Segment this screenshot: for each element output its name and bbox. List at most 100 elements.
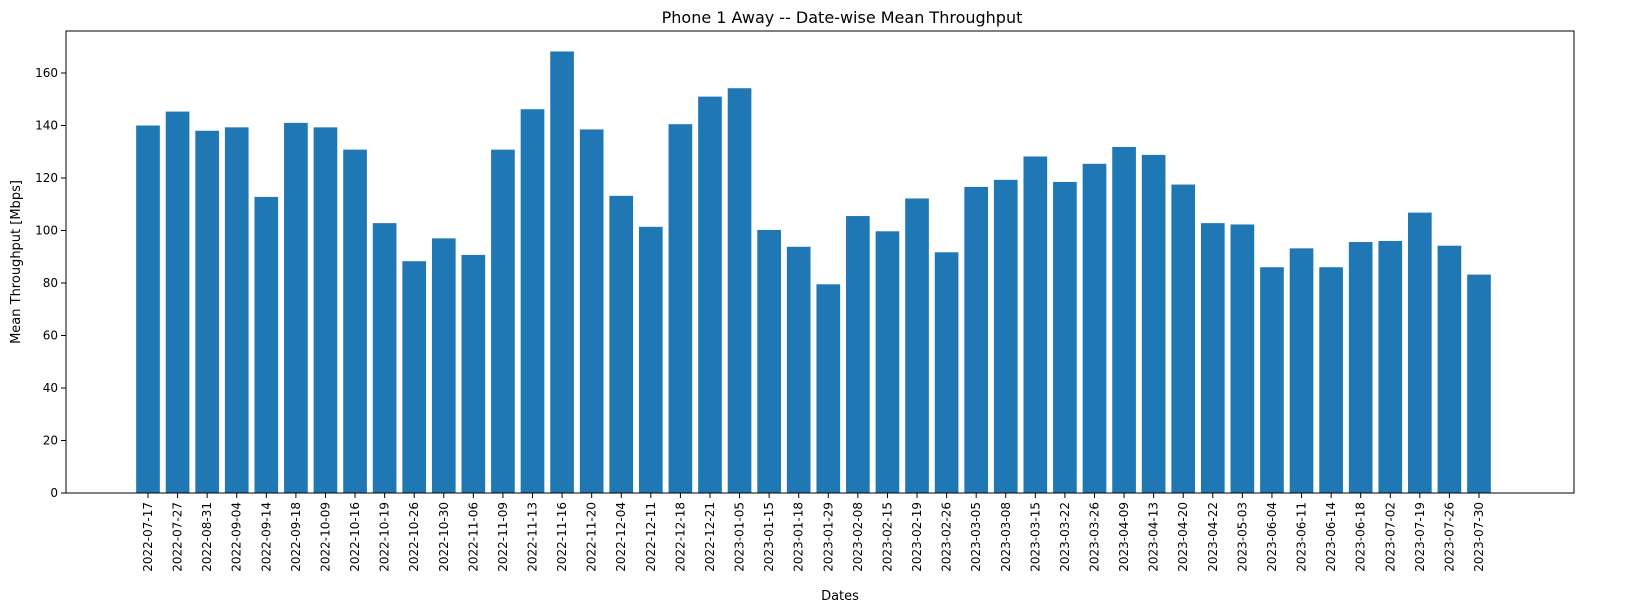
bar-2022-12-21	[698, 96, 722, 494]
x-tick-label: 2023-04-13	[1147, 502, 1161, 572]
x-tick-label: 2023-01-05	[733, 502, 747, 572]
x-tick-label: 2022-10-19	[378, 502, 392, 572]
bar-2022-10-26	[402, 261, 427, 493]
bar-2023-01-18	[786, 246, 811, 493]
x-tick-label: 2022-10-09	[318, 502, 332, 572]
x-tick-label: 2022-09-18	[289, 502, 303, 572]
bar-2023-02-26	[934, 252, 959, 493]
bar-2023-06-11	[1289, 248, 1314, 493]
x-tick-label: 2023-02-08	[851, 502, 865, 572]
bar-2023-05-03	[1230, 224, 1255, 493]
x-axis-label: Dates	[821, 589, 859, 604]
bar-2023-03-22	[1053, 181, 1077, 493]
bar-2022-10-19	[372, 223, 397, 493]
y-tick-label: 160	[35, 66, 58, 80]
x-tick-label: 2022-11-16	[555, 502, 569, 572]
x-tick-label: 2023-06-18	[1354, 502, 1368, 572]
bar-2022-10-16	[343, 149, 367, 493]
x-tick-label: 2022-11-20	[585, 502, 599, 572]
y-axis: 0 20 40 60 80 100 120 140 160	[35, 66, 66, 500]
y-tick-label: 0	[50, 486, 58, 500]
bar-2023-06-04	[1260, 267, 1284, 493]
bar-2022-07-17	[136, 125, 160, 493]
x-axis: 2022-07-17 2022-07-27 2022-08-31 2022-09-04…	[141, 493, 1486, 572]
bar-2022-12-11	[638, 226, 663, 493]
y-tick-label: 40	[43, 381, 58, 395]
x-tick-label: 2022-10-26	[407, 502, 421, 572]
x-tick-label: 2022-07-17	[141, 502, 155, 572]
bar-2023-06-18	[1348, 242, 1373, 493]
bar-2023-01-05	[727, 88, 752, 493]
x-tick-label: 2022-09-04	[230, 502, 244, 572]
bar-2022-11-20	[579, 129, 604, 493]
x-tick-label: 2023-01-18	[792, 502, 806, 572]
x-tick-label: 2022-12-11	[644, 502, 658, 572]
x-tick-label: 2023-07-02	[1383, 502, 1397, 572]
x-tick-label: 2023-06-14	[1324, 502, 1338, 572]
bar-2023-07-19	[1408, 212, 1432, 493]
bar-2023-03-26	[1082, 163, 1107, 493]
y-axis-label: Mean Throughput [Mbps]	[9, 180, 24, 344]
plot-frame	[65, 30, 1575, 494]
x-tick-label: 2023-02-26	[940, 502, 954, 572]
x-tick-label: 2023-03-15	[1028, 502, 1042, 572]
bars	[136, 51, 1491, 494]
y-tick-label: 100	[35, 224, 58, 238]
x-tick-label: 2022-08-31	[200, 502, 214, 572]
x-tick-label: 2023-03-22	[1058, 502, 1072, 572]
x-tick-label: 2022-11-06	[466, 502, 480, 572]
x-tick-label: 2023-07-30	[1472, 502, 1486, 572]
bar-2022-09-14	[254, 196, 279, 493]
x-tick-label: 2022-07-27	[171, 502, 185, 572]
x-tick-label: 2022-10-16	[348, 502, 362, 572]
x-tick-label: 2023-03-08	[999, 502, 1013, 572]
x-tick-label: 2023-04-20	[1176, 502, 1190, 572]
x-tick-label: 2022-10-30	[437, 502, 451, 572]
x-tick-label: 2023-07-19	[1413, 502, 1427, 572]
bar-2023-06-14	[1319, 267, 1343, 493]
bar-2023-03-08	[993, 179, 1018, 493]
x-tick-label: 2022-12-04	[614, 502, 628, 572]
bar-2022-09-18	[284, 122, 308, 494]
bar-2023-04-13	[1141, 154, 1166, 493]
x-tick-label: 2023-01-15	[762, 502, 776, 572]
x-tick-label: 2023-01-29	[821, 502, 835, 572]
bar-2023-02-08	[846, 216, 870, 493]
bar-2023-02-15	[875, 231, 900, 494]
bar-2022-10-30	[431, 238, 456, 494]
y-tick-label: 140	[35, 119, 58, 133]
bar-2022-09-04	[224, 127, 249, 493]
x-tick-label: 2023-07-26	[1442, 502, 1456, 572]
y-tick-label: 80	[43, 276, 58, 290]
y-tick-label: 20	[43, 434, 58, 448]
bar-2023-04-20	[1171, 184, 1196, 493]
x-tick-label: 2022-09-14	[259, 502, 273, 572]
x-tick-label: 2022-11-13	[526, 502, 540, 572]
bar-2022-08-31	[195, 130, 219, 493]
x-tick-label: 2023-04-22	[1206, 502, 1220, 572]
bar-2023-03-05	[964, 186, 989, 493]
bar-2022-12-18	[668, 124, 693, 493]
bar-2023-04-22	[1200, 223, 1225, 493]
bar-2022-11-13	[520, 109, 545, 493]
bar-2023-03-15	[1023, 156, 1048, 494]
bar-2023-02-19	[905, 198, 929, 493]
y-tick-label: 120	[35, 171, 58, 185]
x-tick-label: 2023-06-11	[1295, 502, 1309, 572]
bar-2023-07-30	[1467, 274, 1491, 493]
bar-2023-04-09	[1112, 147, 1136, 493]
x-tick-label: 2023-03-26	[1087, 502, 1101, 572]
bar-2022-11-06	[461, 254, 486, 493]
x-tick-label: 2022-12-21	[703, 502, 717, 572]
bar-2022-10-09	[313, 127, 338, 493]
bar-2023-01-29	[816, 284, 841, 493]
x-tick-label: 2022-11-09	[496, 502, 510, 572]
bar-2022-11-09	[491, 149, 515, 493]
x-tick-label: 2023-02-15	[880, 502, 894, 572]
y-tick-label: 60	[43, 329, 58, 343]
bar-2022-11-16	[550, 51, 574, 493]
bar-2022-07-27	[165, 111, 190, 493]
bar-2023-01-15	[757, 229, 781, 493]
bar-2023-07-02	[1378, 241, 1403, 493]
